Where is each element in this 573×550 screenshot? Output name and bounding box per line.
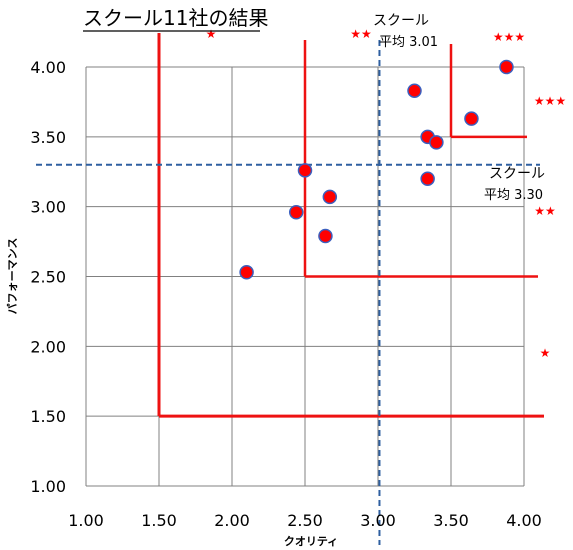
x-tick-label: 2.00	[214, 511, 250, 530]
x-axis-label: クオリティ	[284, 535, 338, 548]
x-tick-label: 3.50	[433, 511, 469, 530]
data-point	[464, 111, 479, 126]
data-point	[322, 189, 338, 205]
average-lines	[36, 40, 540, 545]
x-tick-label: 1.00	[68, 511, 104, 530]
data-point	[239, 265, 254, 280]
data-point	[288, 205, 304, 220]
average-y-label-line1: スクール	[489, 166, 545, 182]
tick-labels: 1.00 1.50 2.00 2.50 3.00 3.50 4.00 1.00 1.50 2.00…	[30, 58, 541, 530]
chart-title: スクール11社の結果	[83, 6, 268, 30]
y-tick-label: 1.50	[30, 407, 66, 426]
average-x-label-line2: 平均 3.01	[379, 35, 438, 50]
data-points	[239, 59, 514, 280]
y-tick-label: 3.50	[30, 128, 66, 147]
data-point	[420, 171, 435, 186]
x-tick-label: 2.50	[287, 511, 323, 530]
rating-star: ★★	[534, 204, 556, 218]
rating-stars: ★ ★★ ★★★★★★★★★	[206, 27, 567, 360]
x-tick-label: 1.50	[141, 511, 177, 530]
average-y-label-line2: 平均 3.30	[484, 188, 543, 203]
average-x-label-line1: スクール	[373, 13, 429, 29]
data-point	[499, 59, 514, 75]
rating-star: ★★★	[493, 30, 525, 44]
threshold-lines	[157, 33, 544, 418]
data-point	[407, 83, 422, 98]
rating-star: ★★★	[534, 94, 566, 108]
y-tick-label: 2.50	[30, 268, 66, 287]
y-tick-label: 1.00	[30, 477, 66, 496]
y-tick-label: 4.00	[30, 58, 66, 77]
data-point	[297, 163, 313, 178]
data-point	[429, 135, 444, 150]
data-point	[318, 228, 333, 244]
y-tick-label: 3.00	[30, 198, 66, 217]
y-axis-label: パフォーマンス	[6, 238, 19, 315]
rating-star: ★★	[350, 27, 372, 41]
x-tick-label: 4.00	[506, 511, 542, 530]
x-tick-label: 3.00	[360, 511, 396, 530]
y-tick-label: 2.00	[30, 337, 66, 356]
rating-star: ★	[540, 346, 551, 360]
rating-star: ★	[206, 27, 217, 41]
